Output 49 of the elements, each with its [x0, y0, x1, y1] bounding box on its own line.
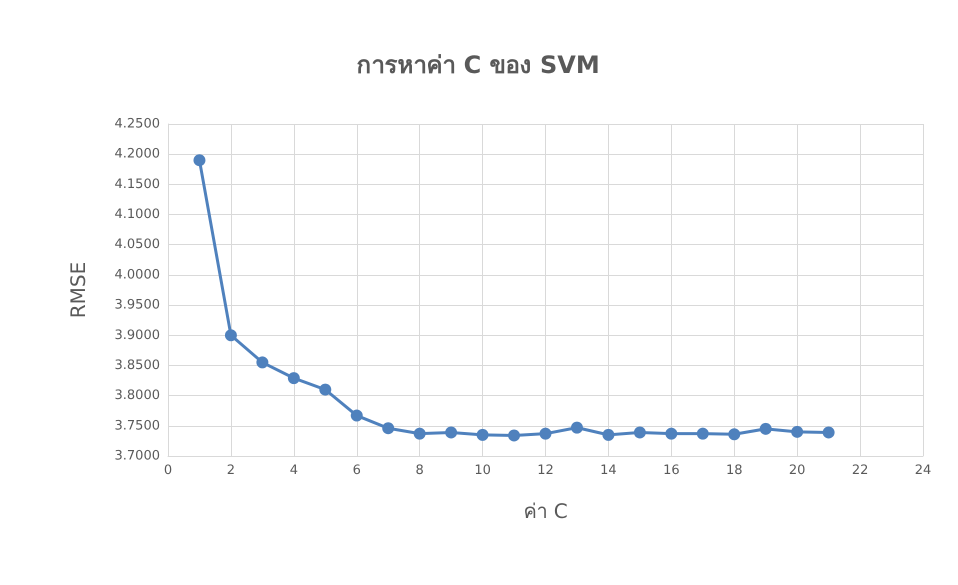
- y-tick-label: 3.7000: [114, 448, 160, 464]
- point: [319, 384, 332, 396]
- point: [193, 154, 206, 166]
- x-tick-label: 24: [914, 463, 932, 478]
- y-tick-label: 3.8000: [114, 388, 160, 404]
- point: [540, 428, 552, 440]
- point: [350, 410, 363, 422]
- point: [791, 426, 804, 438]
- point: [288, 372, 300, 384]
- point: [224, 329, 237, 342]
- y-tick-label: 4.0000: [114, 267, 160, 282]
- point: [634, 426, 646, 438]
- point: [665, 428, 678, 440]
- point: [508, 429, 520, 442]
- point: [256, 356, 268, 368]
- x-tick-label: 10: [474, 463, 491, 478]
- y-tick-label: 4.2000: [114, 146, 160, 162]
- point: [602, 428, 614, 441]
- x-tick-label: 6: [352, 463, 361, 478]
- x-tick-label: 14: [600, 463, 617, 478]
- point: [445, 426, 458, 438]
- y-tick-label: 3.9500: [114, 298, 160, 313]
- x-tick-label: 20: [788, 463, 806, 478]
- x-tick-label: 18: [726, 463, 743, 478]
- point: [382, 422, 394, 434]
- x-tick-label: 12: [537, 463, 554, 478]
- x-axis-title: ค่า C: [523, 499, 568, 523]
- y-tick-label: 3.8500: [114, 358, 160, 373]
- x-tick-label: 16: [663, 463, 680, 478]
- point: [476, 428, 489, 441]
- y-tick-label: 4.1000: [114, 207, 160, 222]
- y-tick-label: 4.2500: [114, 116, 160, 132]
- x-tick-label: 4: [290, 463, 298, 478]
- point: [728, 428, 740, 440]
- x-tick-label: 0: [164, 463, 172, 478]
- y-tick-label: 3.7500: [114, 418, 160, 434]
- point: [696, 428, 709, 440]
- point: [414, 428, 426, 440]
- chart-title: การหาค่า C ของ SVM: [356, 51, 600, 79]
- point: [570, 422, 583, 434]
- x-tick-label: 22: [852, 463, 868, 478]
- point: [822, 426, 835, 438]
- point: [760, 422, 772, 435]
- y-tick-label: 4.0500: [114, 237, 160, 252]
- y-tick-label: 3.9000: [114, 328, 160, 343]
- x-tick-label: 2: [226, 463, 236, 478]
- y-tick-label: 4.1500: [114, 176, 160, 192]
- x-tick-label: 8: [416, 463, 424, 478]
- y-axis-title: RMSE: [66, 262, 90, 318]
